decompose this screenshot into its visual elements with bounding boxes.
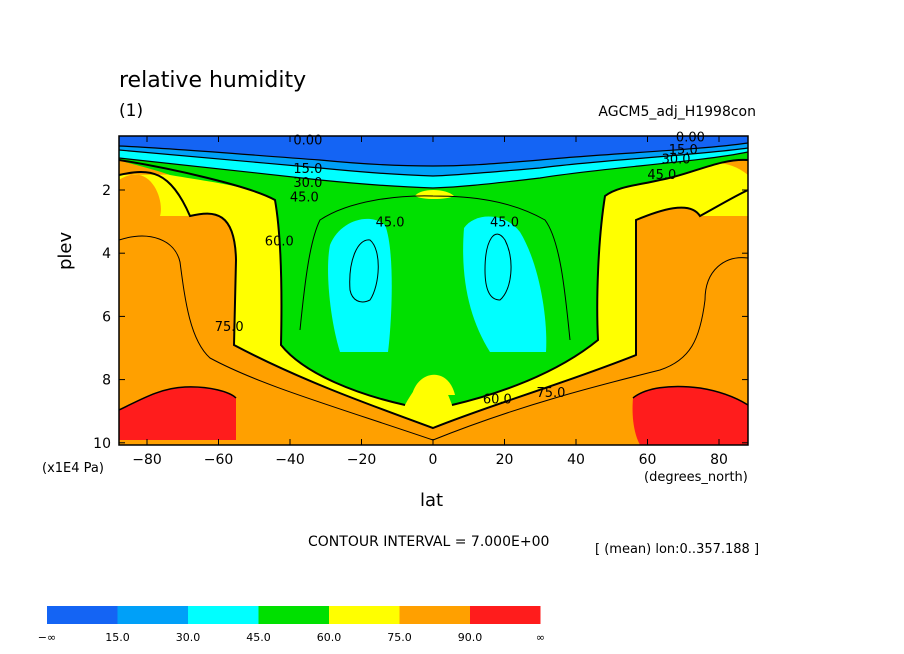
colorbar-label: 15.0 (105, 631, 130, 644)
contour-interval: CONTOUR INTERVAL = 7.000E+00 (308, 534, 550, 550)
colorbar-label: −∞ (38, 631, 56, 644)
contour-37-right (484, 233, 512, 301)
y-tick-label: 2 (102, 183, 111, 199)
contour-37-left (349, 239, 379, 303)
colorbar: −∞ 15.0 30.0 45.0 60.0 75.0 90.0 ∞ (38, 606, 545, 644)
contour-label: 45.0 (376, 216, 405, 231)
band-60-75-cap (415, 190, 454, 199)
colorbar-swatch (329, 606, 400, 624)
band-30-45-right (463, 216, 547, 352)
contour-label: 75.0 (215, 320, 244, 335)
colorbar-swatch (258, 606, 329, 624)
contour-label: 30.0 (293, 176, 322, 191)
colorbar-swatch (47, 606, 118, 624)
band-above-90-left (119, 386, 236, 440)
mean-info: [ (mean) lon:0..357.188 ] (595, 542, 760, 557)
band-30-45-left (328, 218, 392, 352)
contour-label: 60.0 (265, 235, 294, 250)
contour-0 (119, 142, 748, 167)
x-tick-label: 20 (496, 452, 514, 468)
y-tick-label: 4 (102, 246, 111, 262)
x-tick-label: 0 (429, 452, 438, 468)
dataset-label: AGCM5_adj_H1998con (598, 104, 756, 120)
contour-label: 75.0 (536, 386, 565, 401)
axis-ticks: −80 −60 −40 −20 0 20 40 60 80 2 4 6 8 10 (93, 136, 748, 468)
colorbar-swatch (470, 606, 541, 624)
y-tick-label: 10 (93, 436, 111, 452)
x-tick-label: 40 (567, 452, 585, 468)
y-axis-label: plev (55, 231, 76, 270)
x-tick-label: −20 (347, 452, 377, 468)
contour-lines (119, 142, 748, 441)
colorbar-label: ∞ (536, 631, 545, 644)
colorbar-label: 30.0 (176, 631, 201, 644)
x-axis-label: lat (420, 490, 444, 511)
x-axis-units: (degrees_north) (644, 470, 748, 485)
contour-label: 45.0 (290, 190, 319, 205)
band-60-75-cap-lower (412, 374, 455, 395)
x-tick-label: 60 (639, 452, 657, 468)
colorbar-swatch (399, 606, 470, 624)
y-tick-label: 6 (102, 309, 111, 325)
y-tick-label: 8 (102, 373, 111, 389)
band-above-90-right (632, 386, 748, 445)
contour-label: 45.0 (647, 168, 676, 183)
colorbar-label: 45.0 (246, 631, 271, 644)
contour-52 (299, 195, 571, 341)
units-label: (1) (119, 101, 144, 121)
contour-90 (119, 385, 748, 411)
band-below-15 (119, 136, 748, 166)
x-tick-label: −60 (204, 452, 234, 468)
contour-15 (119, 147, 748, 177)
colorbar-label: 90.0 (458, 631, 483, 644)
contour-60 (119, 170, 748, 430)
x-tick-label: −80 (132, 452, 162, 468)
contour-30 (119, 151, 748, 189)
contour-label: 15.0 (293, 162, 322, 177)
colorbar-swatch (117, 606, 188, 624)
contour-label: 15.0 (669, 143, 698, 158)
contour-label: 60.0 (483, 393, 512, 408)
contour-label: 0.00 (293, 133, 322, 148)
contour-label: 30.0 (662, 152, 691, 167)
contour-45 (119, 158, 748, 406)
chart-title: relative humidity (119, 68, 307, 93)
y-axis-units: (x1E4 Pa) (42, 461, 104, 476)
colorbar-swatch (188, 606, 259, 624)
contour-label: 0.00 (676, 130, 705, 145)
x-tick-label: −40 (275, 452, 305, 468)
x-tick-label: 80 (710, 452, 728, 468)
contour-label: 45.0 (490, 216, 519, 231)
colorbar-label: 75.0 (387, 631, 412, 644)
colorbar-label: 60.0 (317, 631, 342, 644)
